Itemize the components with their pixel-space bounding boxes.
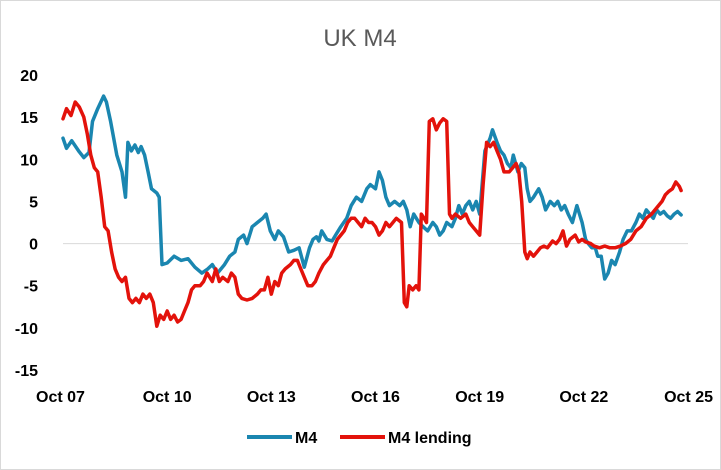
x-tick-label: Oct 10 (143, 389, 192, 406)
legend: M4 M4 lending (247, 430, 472, 447)
y-tick-label: -5 (24, 279, 38, 296)
x-tick-label: Oct 16 (351, 389, 400, 406)
series-line-m4-lending (61, 100, 683, 328)
x-tick-label: Oct 22 (559, 389, 608, 406)
x-tick-label: Oct 19 (455, 389, 504, 406)
legend-label: M4 lending (388, 430, 472, 447)
x-tick-label: Oct 25 (664, 389, 713, 406)
x-tick-label: Oct 07 (36, 389, 85, 406)
y-axis-ticks: 20 15 10 5 0 -5 -10 -15 (15, 68, 38, 380)
y-tick-label: 5 (29, 194, 38, 211)
y-tick-label: 20 (20, 68, 38, 85)
chart-title: UK M4 (323, 25, 396, 52)
y-tick-label: -10 (15, 321, 38, 338)
legend-label: M4 (295, 430, 317, 447)
y-tick-label: -15 (15, 363, 38, 380)
y-tick-label: 0 (29, 237, 38, 254)
y-tick-label: 10 (20, 152, 38, 169)
series-lines (61, 94, 683, 328)
x-tick-label: Oct 13 (247, 389, 296, 406)
series-line-m4 (61, 94, 683, 281)
x-axis-ticks: Oct 07 Oct 10 Oct 13 Oct 16 Oct 19 Oct 22 Oct … (36, 389, 713, 406)
y-tick-label: 15 (20, 110, 38, 127)
